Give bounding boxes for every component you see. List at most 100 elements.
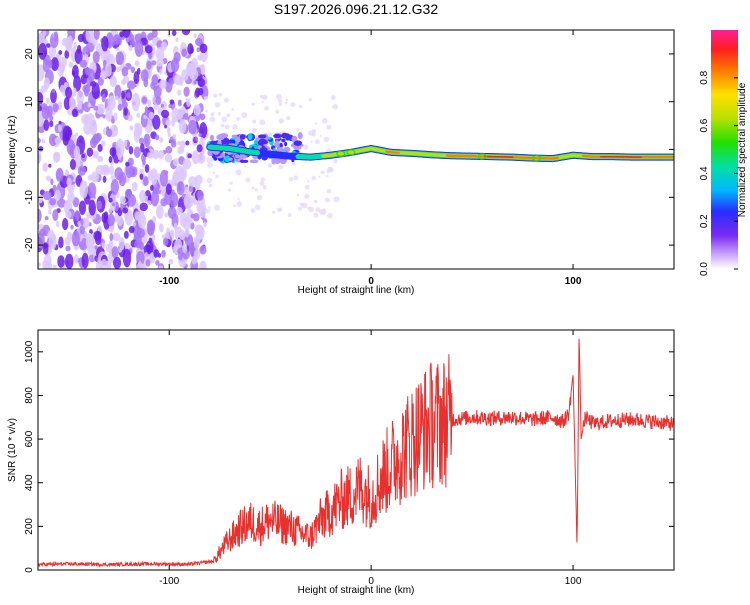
faint-speckle bbox=[309, 98, 312, 101]
spectrogram-ytick-label: 0 bbox=[24, 146, 35, 152]
faint-speckle bbox=[260, 95, 264, 99]
noise-speckle bbox=[161, 110, 169, 118]
noise-speckle bbox=[161, 250, 166, 258]
noise-speckle bbox=[192, 150, 199, 164]
noise-speckle bbox=[93, 51, 100, 63]
faint-speckle bbox=[252, 187, 255, 190]
noise-speckle bbox=[38, 195, 43, 203]
noise-speckle bbox=[121, 90, 125, 99]
noise-speckle bbox=[131, 93, 140, 112]
faint-speckle bbox=[245, 177, 250, 182]
noise-speckle bbox=[109, 156, 113, 163]
faint-speckle bbox=[205, 110, 208, 113]
faint-speckle bbox=[222, 117, 227, 122]
onset-blob bbox=[219, 133, 228, 138]
noise-speckle bbox=[116, 51, 124, 65]
noise-speckle bbox=[103, 176, 107, 183]
noise-speckle bbox=[150, 185, 154, 191]
faint-speckle bbox=[204, 96, 208, 100]
noise-speckle bbox=[169, 259, 174, 265]
noise-speckle bbox=[58, 124, 62, 132]
faint-speckle bbox=[324, 137, 329, 142]
noise-speckle bbox=[55, 137, 62, 145]
noise-speckle bbox=[159, 223, 164, 232]
noise-speckle bbox=[187, 63, 194, 71]
noise-speckle bbox=[52, 209, 58, 221]
noise-speckle bbox=[141, 113, 148, 128]
noise-speckle bbox=[47, 105, 53, 117]
noise-speckle bbox=[172, 30, 177, 36]
noise-speckle bbox=[156, 96, 162, 105]
noise-speckle bbox=[62, 218, 68, 230]
noise-speckle bbox=[176, 207, 183, 215]
noise-speckle bbox=[129, 125, 133, 130]
noise-speckle bbox=[42, 260, 48, 270]
noise-speckle bbox=[134, 146, 141, 157]
noise-speckle bbox=[101, 141, 105, 147]
noise-speckle bbox=[185, 141, 189, 146]
faint-speckle bbox=[285, 102, 288, 105]
faint-speckle bbox=[327, 189, 332, 194]
noise-speckle bbox=[79, 60, 87, 68]
faint-speckle bbox=[296, 128, 299, 131]
snr-ytick-label: 800 bbox=[24, 387, 35, 404]
onset-blob bbox=[259, 139, 267, 145]
noise-speckle bbox=[171, 58, 179, 73]
faint-speckle bbox=[332, 104, 338, 110]
noise-speckle bbox=[44, 77, 50, 89]
noise-speckle bbox=[53, 265, 57, 272]
noise-speckle bbox=[143, 77, 148, 87]
colorbar: 0.00.20.40.60.8 Normalized spectral ampl… bbox=[699, 30, 748, 276]
noise-speckle bbox=[199, 261, 207, 274]
spectrogram-content bbox=[34, 23, 674, 275]
faint-speckle bbox=[208, 206, 211, 209]
noise-speckle bbox=[70, 225, 73, 229]
faint-speckle bbox=[304, 194, 309, 199]
noise-speckle bbox=[191, 256, 197, 265]
faint-speckle bbox=[288, 213, 292, 217]
noise-speckle bbox=[179, 119, 187, 134]
faint-speckle bbox=[299, 105, 302, 108]
colorbar-tick-label: 0.6 bbox=[699, 118, 710, 132]
faint-speckle bbox=[303, 145, 308, 150]
noise-speckle bbox=[184, 113, 189, 120]
noise-speckle bbox=[188, 120, 197, 134]
noise-speckle bbox=[84, 114, 88, 122]
noise-speckle bbox=[101, 212, 107, 223]
noise-speckle bbox=[65, 254, 74, 270]
faint-speckle bbox=[207, 165, 209, 167]
faint-speckle bbox=[218, 112, 221, 115]
faint-speckle bbox=[257, 195, 262, 200]
colorbar-label: Normalized spectral amplitude bbox=[737, 82, 748, 217]
onset-blob bbox=[250, 160, 259, 164]
noise-speckle bbox=[102, 94, 106, 103]
noise-speckle bbox=[174, 223, 177, 229]
noise-speckle bbox=[181, 48, 187, 57]
noise-speckle bbox=[110, 76, 117, 88]
noise-speckle bbox=[73, 87, 77, 96]
snr-xtick-label: -100 bbox=[159, 576, 179, 587]
noise-speckle bbox=[139, 242, 144, 250]
noise-speckle bbox=[190, 214, 194, 219]
noise-speckle bbox=[75, 133, 78, 137]
onset-blob bbox=[293, 146, 301, 150]
snr-line bbox=[38, 339, 674, 566]
noise-speckle bbox=[173, 134, 176, 140]
noise-speckle bbox=[58, 50, 62, 55]
noise-speckle bbox=[178, 101, 182, 106]
snr-ytick-label: 200 bbox=[24, 518, 35, 535]
noise-speckle bbox=[164, 125, 167, 128]
faint-speckle bbox=[308, 207, 313, 212]
snr-ytick-label: 1000 bbox=[24, 340, 35, 363]
noise-speckle bbox=[152, 216, 156, 223]
noise-speckle bbox=[112, 43, 115, 46]
faint-speckle bbox=[314, 200, 318, 204]
faint-speckle bbox=[300, 202, 304, 206]
noise-speckle bbox=[129, 166, 138, 177]
noise-speckle bbox=[67, 232, 72, 240]
noise-speckle bbox=[89, 36, 96, 43]
noise-speckle bbox=[108, 214, 115, 226]
spectrogram-ylabel: Frequency (Hz) bbox=[7, 116, 18, 185]
noise-speckle bbox=[155, 134, 159, 140]
